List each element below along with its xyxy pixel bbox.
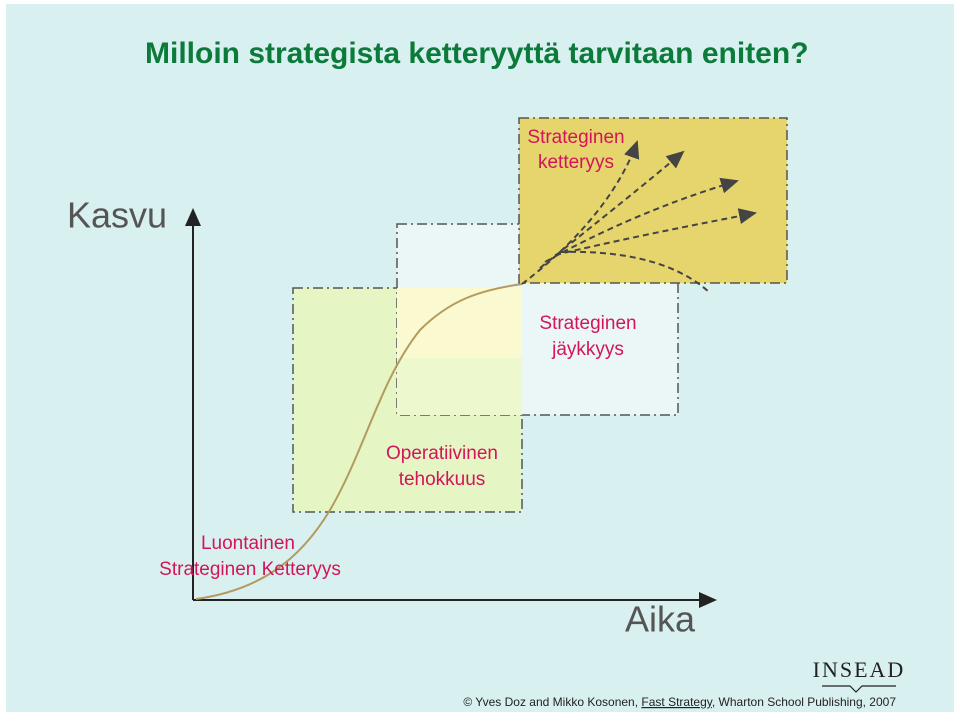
innate-label: Luontainen <box>201 533 295 554</box>
box-agility <box>518 117 788 284</box>
footer-prefix: © Yves Doz and Mikko Kosonen, <box>463 695 641 709</box>
logo: INSEAD <box>813 657 906 682</box>
x-axis-label: Aika <box>625 599 696 640</box>
growth-curve <box>195 283 523 600</box>
operative-label: Operatiivinen <box>386 443 498 464</box>
rigidity-label: jäykkyys <box>551 339 624 360</box>
agility-label: ketteryys <box>538 152 614 173</box>
y-axis-label: Kasvu <box>67 195 167 236</box>
agility-arrows <box>521 140 757 294</box>
logo-line <box>822 685 896 693</box>
innate-label: Strateginen Ketteryys <box>159 559 341 580</box>
rigidity-label: Strateginen <box>539 313 636 334</box>
agility-label: Strateginen <box>527 127 624 148</box>
footer-book: Fast Strategy <box>641 695 712 709</box>
footer-suffix: , Wharton School Publishing, 2007 <box>712 695 896 709</box>
footer: © Yves Doz and Mikko Kosonen, Fast Strat… <box>463 695 896 709</box>
title: Milloin strategista ketteryyttä tarvitaa… <box>145 37 809 70</box>
operative-label: tehokkuus <box>399 469 486 490</box>
box-overlap-top <box>397 288 522 358</box>
